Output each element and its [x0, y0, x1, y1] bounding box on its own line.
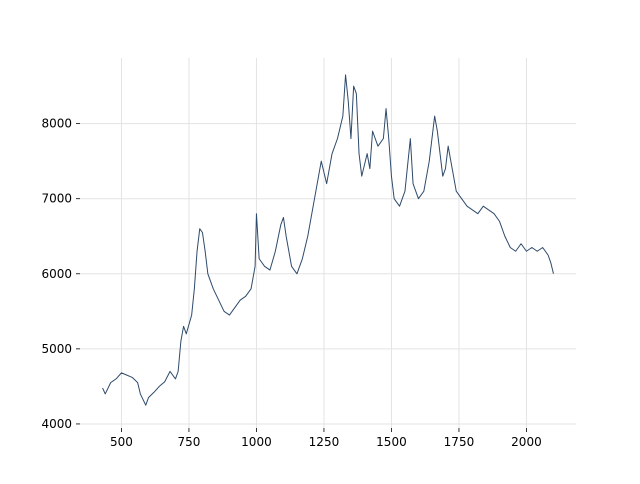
- x-tick-label: 750: [177, 435, 200, 449]
- data-line: [102, 74, 554, 406]
- x-tick-label: 500: [110, 435, 133, 449]
- y-tick-label: 7000: [41, 192, 72, 206]
- y-tick-label: 5000: [41, 342, 72, 356]
- y-tick-label: 8000: [41, 117, 72, 131]
- x-tick-label: 1000: [241, 435, 272, 449]
- y-tick-label: 6000: [41, 267, 72, 281]
- x-tick-label: 1250: [309, 435, 340, 449]
- x-tick-label: 2000: [511, 435, 542, 449]
- x-tick-label: 1750: [444, 435, 475, 449]
- y-tick-label: 4000: [41, 417, 72, 431]
- x-tick-label: 1500: [376, 435, 407, 449]
